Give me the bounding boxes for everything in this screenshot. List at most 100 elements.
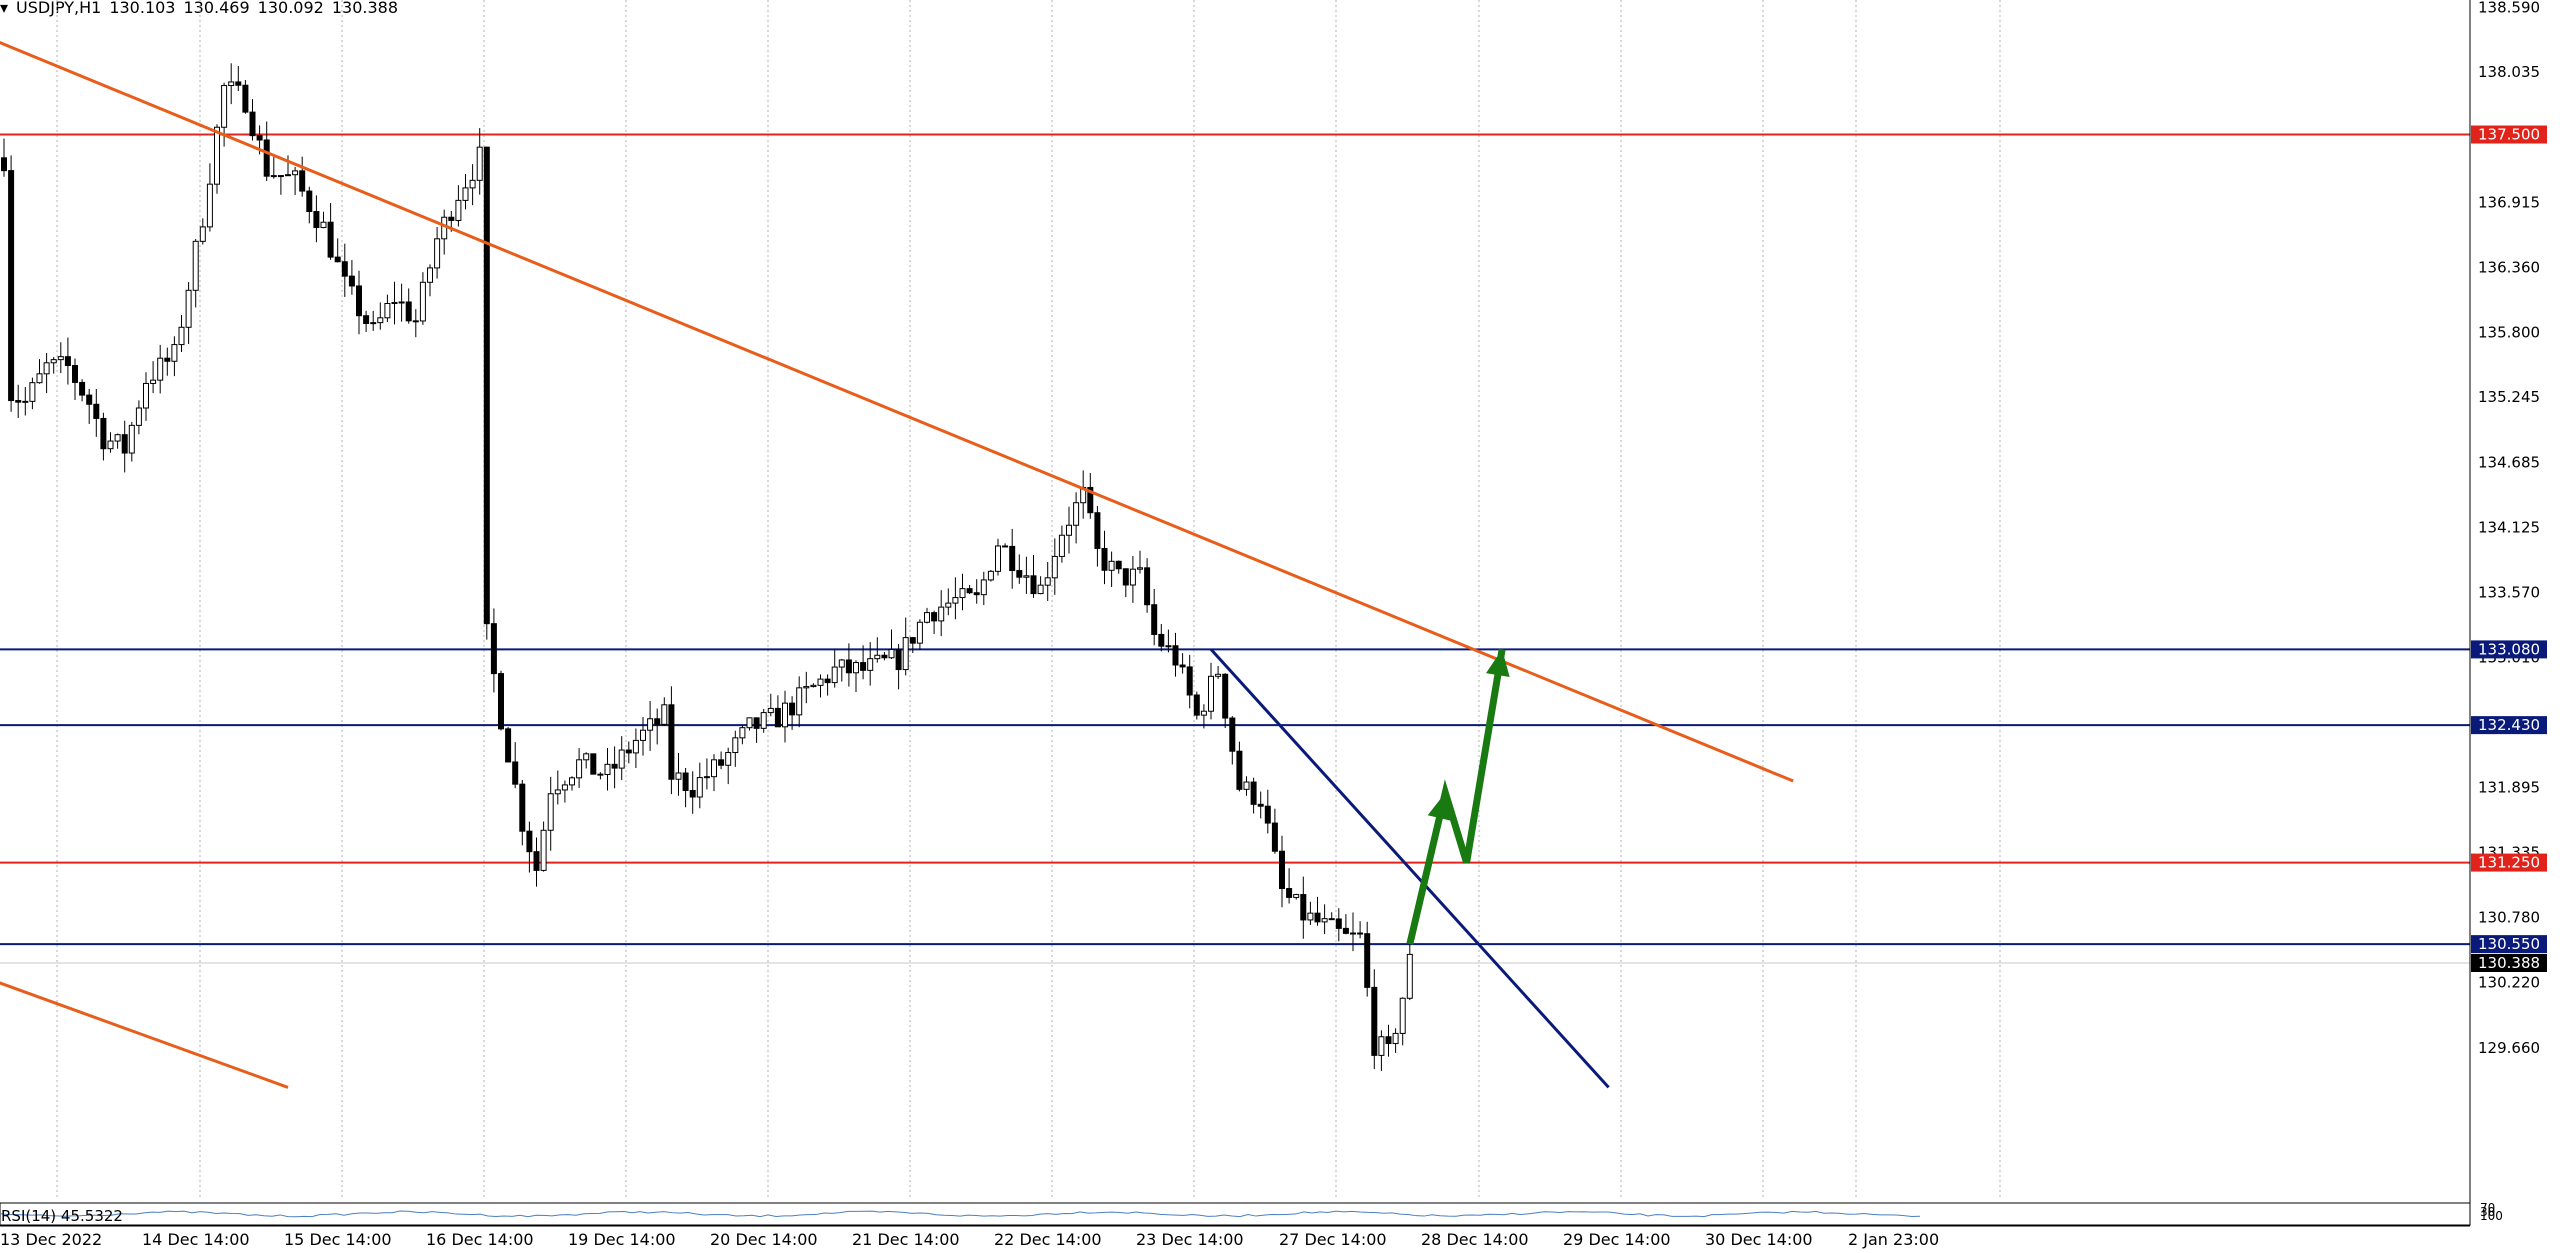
price-tick-label: 134.125 <box>2478 519 2540 537</box>
level-tag-label: 131.250 <box>2478 854 2540 872</box>
price-tick-label: 138.035 <box>2478 63 2540 81</box>
bull-candle <box>554 789 561 795</box>
bull-candle <box>995 545 1001 572</box>
bear-candle <box>1229 717 1236 752</box>
projection-arrow[interactable] <box>1406 648 1510 945</box>
bear-candle <box>1030 575 1037 595</box>
bear-candle <box>341 261 348 277</box>
bear-candle <box>860 662 867 671</box>
time-tick-label: 20 Dec 14:00 <box>710 1230 818 1249</box>
bull-candle <box>604 763 611 776</box>
bull-candle <box>725 752 732 766</box>
price-axis-bg <box>2470 0 2560 1220</box>
bull-candle <box>285 174 291 177</box>
bull-candle <box>561 784 568 791</box>
time-axis[interactable]: 13 Dec 2022 14 Dec 14:00 15 Dec 14:00 16 De… <box>0 1225 2470 1249</box>
bear-candle <box>526 830 533 853</box>
bull-candle <box>540 829 547 871</box>
bull-candle <box>114 434 121 442</box>
trendline-blue-2[interactable] <box>1209 648 1610 1089</box>
bear-candle <box>256 135 263 141</box>
bear-candle <box>498 673 504 730</box>
dropdown-triangle-icon[interactable]: ▾ <box>0 0 9 17</box>
bull-candle <box>1215 673 1222 677</box>
level-tag-bg <box>2471 853 2547 872</box>
bull-candle <box>1350 932 1356 935</box>
bull-candle <box>902 637 909 671</box>
bull-candle <box>959 588 966 599</box>
bull-candle <box>1392 1032 1399 1045</box>
bear-candle <box>625 749 632 754</box>
bear-candle <box>774 707 781 728</box>
horizontal-levels[interactable] <box>0 133 2470 964</box>
bull-candle <box>640 729 646 741</box>
bull-candle <box>292 170 299 176</box>
bull-candle <box>1243 781 1250 790</box>
bear-candle <box>1186 666 1193 696</box>
bull-candle <box>703 776 710 779</box>
bull-candle <box>838 659 845 668</box>
bull-candle <box>1051 555 1058 579</box>
price-tick-label: 131.895 <box>2478 778 2540 796</box>
bull-candle <box>576 759 583 779</box>
bull-candle <box>1137 567 1143 570</box>
vertical-grid <box>56 0 2001 1200</box>
bull-candle <box>462 187 469 201</box>
bear-candle <box>973 592 980 596</box>
bear-candle <box>682 772 689 791</box>
bull-candle <box>419 281 426 322</box>
bull-candle <box>1058 534 1065 557</box>
bear-candle <box>313 211 320 229</box>
current-price-label: 130.388 <box>2478 954 2540 972</box>
bull-candle <box>320 221 327 229</box>
bull-candle <box>199 226 206 242</box>
close-value: 130.388 <box>331 0 398 17</box>
trendlines[interactable] <box>0 36 1794 1089</box>
rsi-scale-label: 30 <box>2480 1205 2495 1219</box>
bull-candle <box>647 718 654 731</box>
bear-candle <box>483 146 490 625</box>
symbol-header: ▾ USDJPY,H1 130.103 130.469 130.092 130.388 <box>0 0 406 17</box>
bull-candle <box>782 702 788 728</box>
bear-candle <box>164 357 171 362</box>
bull-candle <box>767 707 774 714</box>
bull-candle <box>150 379 157 384</box>
bull-candle <box>270 175 277 178</box>
trendline-orange-0[interactable] <box>0 36 1794 783</box>
trendline-orange-1[interactable] <box>0 977 289 1089</box>
projection-path[interactable] <box>1406 648 1506 945</box>
bear-candle <box>1222 673 1229 719</box>
bull-candle <box>43 362 50 375</box>
bear-candle <box>1 157 7 172</box>
bull-candle <box>192 240 199 291</box>
bear-candle <box>1371 986 1378 1056</box>
level-tag-label: 130.550 <box>2478 935 2540 953</box>
bear-candle <box>1279 850 1285 890</box>
bull-candle <box>739 727 746 739</box>
time-tick-label: 27 Dec 14:00 <box>1279 1230 1387 1249</box>
candles <box>1 63 1413 1071</box>
bull-candle <box>945 602 952 608</box>
bear-candle <box>334 256 341 263</box>
bull-candle <box>128 424 135 454</box>
bull-candle <box>760 712 767 729</box>
price-axis[interactable]: 129.660130.220130.780131.335131.895132.4… <box>2469 0 2560 1220</box>
bull-candle <box>1165 645 1172 648</box>
bear-candle <box>789 702 796 716</box>
price-tick-label: 136.360 <box>2478 258 2540 276</box>
bear-candle <box>689 789 696 798</box>
bear-candle <box>1300 894 1307 921</box>
bull-candle <box>171 344 178 362</box>
level-tag-bg <box>2471 935 2547 954</box>
bull-candle <box>57 356 64 361</box>
level-tag-bg <box>2471 125 2547 144</box>
bear-candle <box>1172 645 1179 666</box>
bear-candle <box>654 718 661 725</box>
bull-candle <box>434 238 441 269</box>
bear-candle <box>1250 781 1257 805</box>
bull-candle <box>867 658 874 671</box>
bull-candle <box>185 289 192 328</box>
time-tick-label: 28 Dec 14:00 <box>1421 1230 1529 1249</box>
bear-candle <box>1342 927 1349 934</box>
